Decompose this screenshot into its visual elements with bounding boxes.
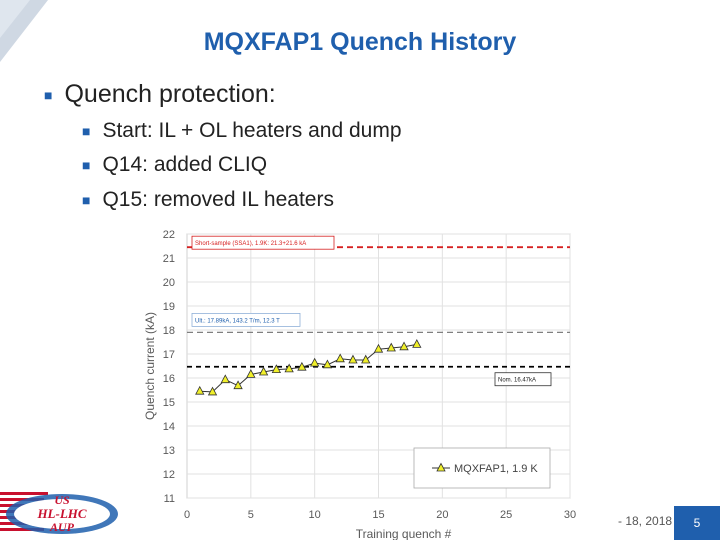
y-tick-label: 11	[164, 493, 175, 505]
bullet-icon: ■	[82, 123, 91, 139]
legend-marker	[436, 462, 446, 472]
reference-line-label: Ult.: 17.89kA, 143.2 T/m, 12.3 T	[195, 318, 280, 324]
data-point	[399, 341, 409, 351]
sub-bullet: ■ Start: IL + OL heaters and dump	[82, 119, 402, 143]
main-bullet: ■ Quench protection:	[44, 80, 276, 109]
reference-line-label: Short-sample (SSA1), 1.9K: 21.3+21.6 kA	[195, 241, 306, 247]
chart-svg: 11 12 13 14 15 16 17 18 19 20 21 22 0 5 10 15 20 25 30 Trai…	[143, 229, 576, 541]
y-tick-label: 21	[163, 253, 175, 265]
bullet-icon: ■	[82, 192, 91, 208]
sub-bullet-text: Start: IL + OL heaters and dump	[102, 119, 402, 142]
sub-bullet-text: Q15: removed IL heaters	[102, 188, 334, 211]
y-tick-label: 12	[163, 469, 175, 481]
y-tick-label: 15	[163, 397, 175, 409]
hl-lhc-aup-logo: US HL-LHC AUP	[0, 492, 118, 534]
data-point	[297, 361, 307, 371]
reference-line-label-box	[191, 235, 335, 250]
x-tick-label: 25	[500, 509, 512, 521]
data-point	[335, 353, 345, 363]
data-point	[246, 369, 256, 378]
y-tick-label: 22	[163, 229, 175, 241]
data-point	[361, 354, 371, 364]
x-tick-label: 15	[372, 509, 384, 521]
logo-text-us: US	[54, 493, 70, 507]
y-tick-label: 16	[163, 373, 175, 385]
reference-line-label-box	[494, 372, 552, 387]
sub-bullet: ■ Q14: added CLIQ	[82, 153, 267, 177]
data-point	[220, 374, 230, 384]
slide-title: MQXFAP1 Quench History	[203, 28, 517, 56]
y-tick-label: 20	[163, 277, 175, 289]
x-tick-label: 0	[184, 509, 190, 521]
main-bullet-text: Quench protection:	[64, 80, 276, 108]
sub-bullet-text: Q14: added CLIQ	[102, 153, 268, 176]
data-point	[348, 354, 358, 364]
y-tick-label: 17	[163, 349, 175, 361]
reference-line-label: Nom. 16.47kA	[498, 378, 536, 384]
x-tick-label: 5	[248, 509, 254, 521]
logo-text-hl: HL-LHC	[36, 506, 86, 521]
data-point	[386, 342, 396, 352]
data-point	[373, 343, 384, 353]
y-tick-label: 19	[163, 301, 175, 313]
footer-date: - 18, 2018	[618, 514, 673, 528]
page-number: 5	[674, 506, 720, 540]
slide-decoration	[0, 0, 48, 62]
x-tick-label: 30	[564, 509, 576, 521]
data-point	[258, 366, 269, 376]
y-tick-label: 18	[163, 325, 175, 337]
bullet-icon: ■	[44, 86, 53, 103]
quench-history-chart: 11 12 13 14 15 16 17 18 19 20 21 22 0 5 10 15 20 25 30 Trai…	[140, 220, 580, 541]
reference-line-label-box	[191, 313, 301, 327]
data-point	[195, 385, 205, 395]
data-point	[207, 386, 218, 396]
logo-text-aup: AUP	[49, 520, 75, 534]
y-axis-label: Quench current (kA)	[143, 312, 157, 420]
data-point	[412, 339, 422, 348]
data-point	[284, 363, 294, 373]
bullet-icon: ■	[82, 157, 91, 173]
y-tick-label: 14	[163, 421, 175, 433]
data-point	[233, 380, 243, 390]
legend-label: MQXFAP1, 1.9 K	[454, 463, 538, 475]
data-point	[310, 357, 320, 367]
data-point	[322, 359, 333, 369]
sub-bullet: ■ Q15: removed IL heaters	[82, 188, 334, 212]
data-point	[271, 364, 282, 374]
x-tick-label: 20	[436, 509, 448, 521]
x-tick-label: 10	[309, 509, 321, 521]
x-axis-label: Training quench #	[356, 527, 452, 540]
y-tick-label: 13	[163, 445, 175, 457]
